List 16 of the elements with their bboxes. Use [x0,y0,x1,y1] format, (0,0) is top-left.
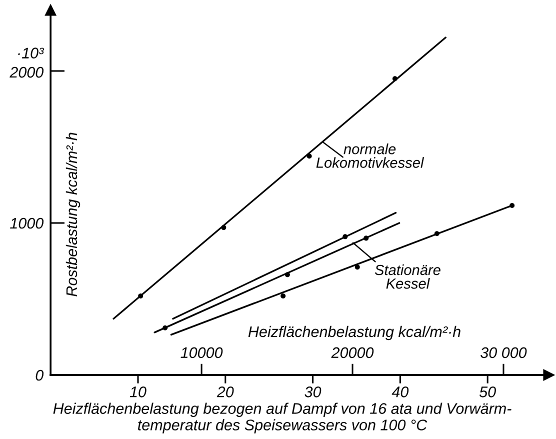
y-tick-label: 1000 [10,218,44,229]
y-axis-title: Rostbelastung kcal/m²·h [66,132,80,296]
x-tick-label: 10 [130,386,146,398]
x-tick-label: 20 [216,386,234,398]
x-tick-label: 40 [392,386,409,398]
y-tick-label: 0 [36,370,44,381]
x-tick-label: 50 [479,386,496,398]
x2-axis-title: Heizflächenbelastung kcal/m²·h [248,326,460,340]
y-tick-label: ·10³ 2000 [10,48,44,78]
annotation: Stationäre Kessel [374,264,440,289]
annotation: normale Lokomotivkessel [316,144,424,168]
x-tick-label: 30 [304,386,322,398]
x-axis-title: Heizflächenbelastung bezogen auf Dampf von 16 ata und Vorwärm- temperatur des Speisewassers von 100 °C [53,402,512,434]
x2-tick-label: 10000 [180,347,223,358]
x2-tick-label: 20000 [331,347,374,358]
x2-tick-label: 30 000 [480,347,527,358]
